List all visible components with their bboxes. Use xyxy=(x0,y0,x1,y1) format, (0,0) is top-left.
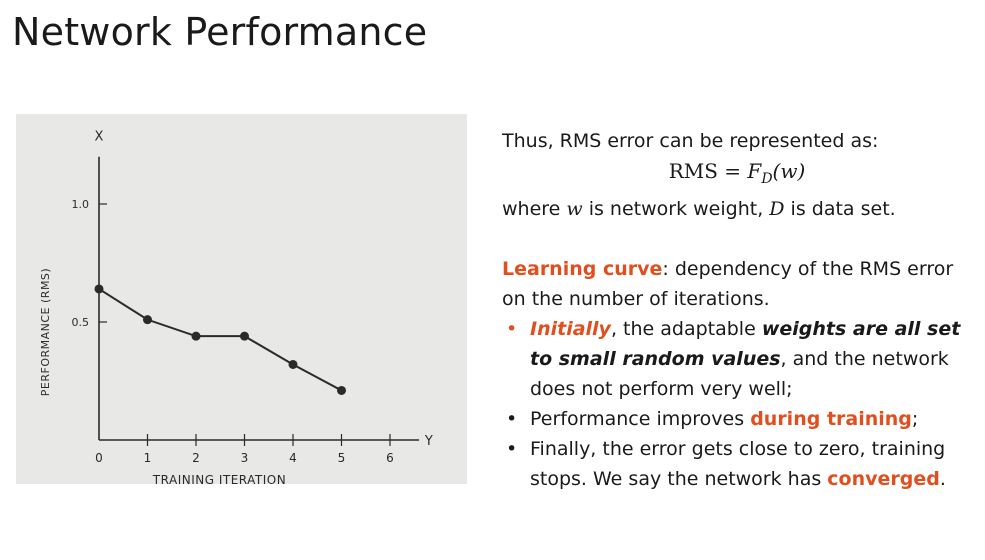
rms-data-point xyxy=(337,385,346,395)
x-tick-label: 3 xyxy=(241,451,249,465)
rms-series-line xyxy=(98,288,342,392)
chart-labels: X Y TRAINING ITERATION PERFORMANCE (RMS) xyxy=(39,129,433,484)
x-axis-letter: Y xyxy=(424,434,433,449)
bullet1-b: , and the network does not perform very … xyxy=(530,348,949,400)
chart-ticks: 0 1 2 3 4 5 6 0.5 1.0 xyxy=(72,198,394,465)
bullet-list: Initially, the adaptable weights are all… xyxy=(502,314,972,494)
x-tick-label: 4 xyxy=(289,451,297,465)
formula-lhs: RMS = xyxy=(668,159,748,183)
learning-curve-def: : dependency of the RMS error on the num… xyxy=(502,258,954,310)
bullet-performance: Performance improves during training; xyxy=(506,404,972,434)
y-tick-label: 0.5 xyxy=(72,316,90,329)
x-tick-label: 2 xyxy=(192,451,200,465)
explanation-panel: Thus, RMS error can be represented as: R… xyxy=(502,126,972,494)
bullet-initially: Initially, the adaptable weights are all… xyxy=(506,314,972,404)
y-axis-title: PERFORMANCE (RMS) xyxy=(39,268,52,396)
bullet-finally: Finally, the error gets close to zero, t… xyxy=(506,434,972,494)
learning-curve-term: Learning curve xyxy=(502,258,663,280)
formula-f: F xyxy=(747,159,762,183)
x-tick-label: 6 xyxy=(386,451,394,465)
where-suffix: is data set. xyxy=(784,198,896,220)
learning-curve-figure: 0 1 2 3 4 5 6 0.5 1.0 X Y TRAINING ITERATION PERFOR… xyxy=(16,114,467,484)
x-tick-label: 5 xyxy=(338,451,346,465)
rms-data-point xyxy=(240,331,249,341)
where-prefix: where xyxy=(502,198,567,220)
bullet1-a: , the adaptable xyxy=(610,318,762,340)
x-tick-label: 0 xyxy=(95,451,103,465)
learning-curve-definition: Learning curve: dependency of the RMS er… xyxy=(502,254,972,314)
bullet2-a: Performance improves xyxy=(530,408,751,430)
where-mid: is network weight, xyxy=(582,198,770,220)
bullet1-bold: weights are all set to small random valu… xyxy=(530,318,961,370)
bullet2-red: during training xyxy=(750,408,912,430)
rms-data-point xyxy=(191,331,201,341)
rms-formula: RMS = FD(w) xyxy=(502,156,972,194)
y-tick-label: 1.0 xyxy=(72,198,90,211)
where-line: where w is network weight, D is data set… xyxy=(502,194,972,224)
formula-arg: (w) xyxy=(772,159,806,183)
where-d: D xyxy=(769,198,785,220)
slide-title: Network Performance xyxy=(12,10,428,54)
chart-axes xyxy=(98,156,420,441)
learning-curve-chart: 0 1 2 3 4 5 6 0.5 1.0 X Y TRAINING ITERATION PERFOR… xyxy=(39,129,433,484)
y-axis-letter: X xyxy=(95,129,104,144)
bullet2-b: ; xyxy=(911,408,919,430)
formula-sub: D xyxy=(761,171,773,187)
bullet3-red: converged xyxy=(827,468,940,490)
x-tick-label: 1 xyxy=(144,451,152,465)
where-w: w xyxy=(566,198,583,220)
rms-data-point xyxy=(143,315,152,325)
x-axis-title: TRAINING ITERATION xyxy=(152,473,286,484)
rms-intro: Thus, RMS error can be represented as: xyxy=(502,130,879,152)
bullet1-em: Initially xyxy=(530,318,611,340)
bullet3-a: Finally, the error gets close to zero, t… xyxy=(530,438,946,490)
bullet3-b: . xyxy=(939,468,946,490)
chart-marks xyxy=(94,284,346,395)
rms-data-point xyxy=(94,284,104,294)
rms-data-point xyxy=(288,359,298,369)
